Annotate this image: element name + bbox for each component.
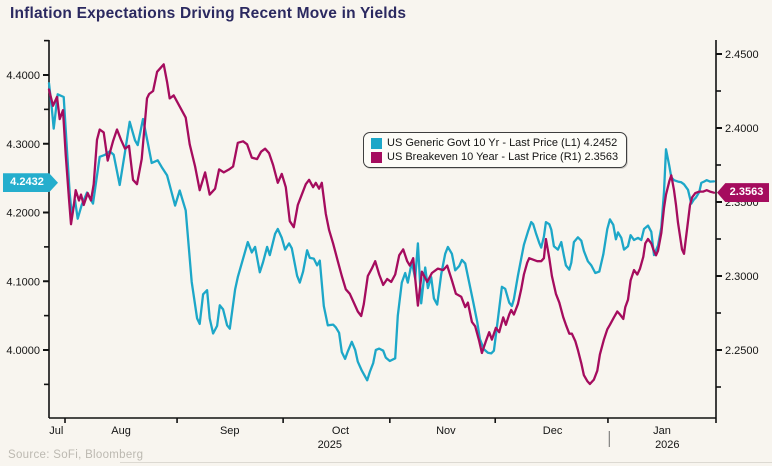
x-axis-month-label: Dec <box>543 425 563 437</box>
right-axis-tick-label: 2.4500 <box>725 49 759 61</box>
x-axis-month-label: Nov <box>436 425 456 437</box>
last-price-badge-left: 4.2432 <box>3 173 58 193</box>
left-axis-tick-label: 4.3000 <box>6 139 40 151</box>
x-axis-year-label: 2025 <box>318 439 342 451</box>
x-axis-month-label: Sep <box>220 425 240 437</box>
x-axis-month-label: Jan <box>653 425 671 437</box>
left-axis-tick-label: 4.4000 <box>6 70 40 82</box>
legend-label: US Breakeven 10 Year - Last Price (R1) 2… <box>387 151 619 163</box>
breakeven-series-swatch-icon <box>371 151 382 163</box>
footer-divider <box>120 462 772 463</box>
left-axis-tick-label: 4.2000 <box>6 208 40 220</box>
legend-label: US Generic Govt 10 Yr - Last Price (L1) … <box>387 137 618 149</box>
x-axis-year-label: 2026 <box>655 439 679 451</box>
left-axis-tick-label: 4.1000 <box>6 276 40 288</box>
yield-series-swatch-icon <box>371 137 382 149</box>
source-attribution: Source: SoFi, Bloomberg <box>8 449 144 461</box>
right-axis-tick-label: 2.3000 <box>725 271 759 283</box>
legend-item-breakeven-10yr: US Breakeven 10 Year - Last Price (R1) 2… <box>371 151 618 163</box>
x-axis-month-label: Aug <box>111 425 131 437</box>
x-axis-month-label: Jul <box>49 425 63 437</box>
left-axis-tick-label: 4.0000 <box>6 345 40 357</box>
chart-title: Inflation Expectations Driving Recent Mo… <box>10 5 407 22</box>
last-price-badge-right: 2.3563 <box>717 183 769 203</box>
right-axis-tick-label: 2.2500 <box>725 345 759 357</box>
x-axis-month-label: Oct <box>332 425 349 437</box>
breakeven-line-series <box>47 63 716 386</box>
right-axis-tick-label: 2.4000 <box>725 123 759 135</box>
yield-line-series <box>47 82 716 382</box>
legend-item-govt-10yr: US Generic Govt 10 Yr - Last Price (L1) … <box>371 137 618 149</box>
chart-legend: US Generic Govt 10 Yr - Last Price (L1) … <box>363 132 628 168</box>
